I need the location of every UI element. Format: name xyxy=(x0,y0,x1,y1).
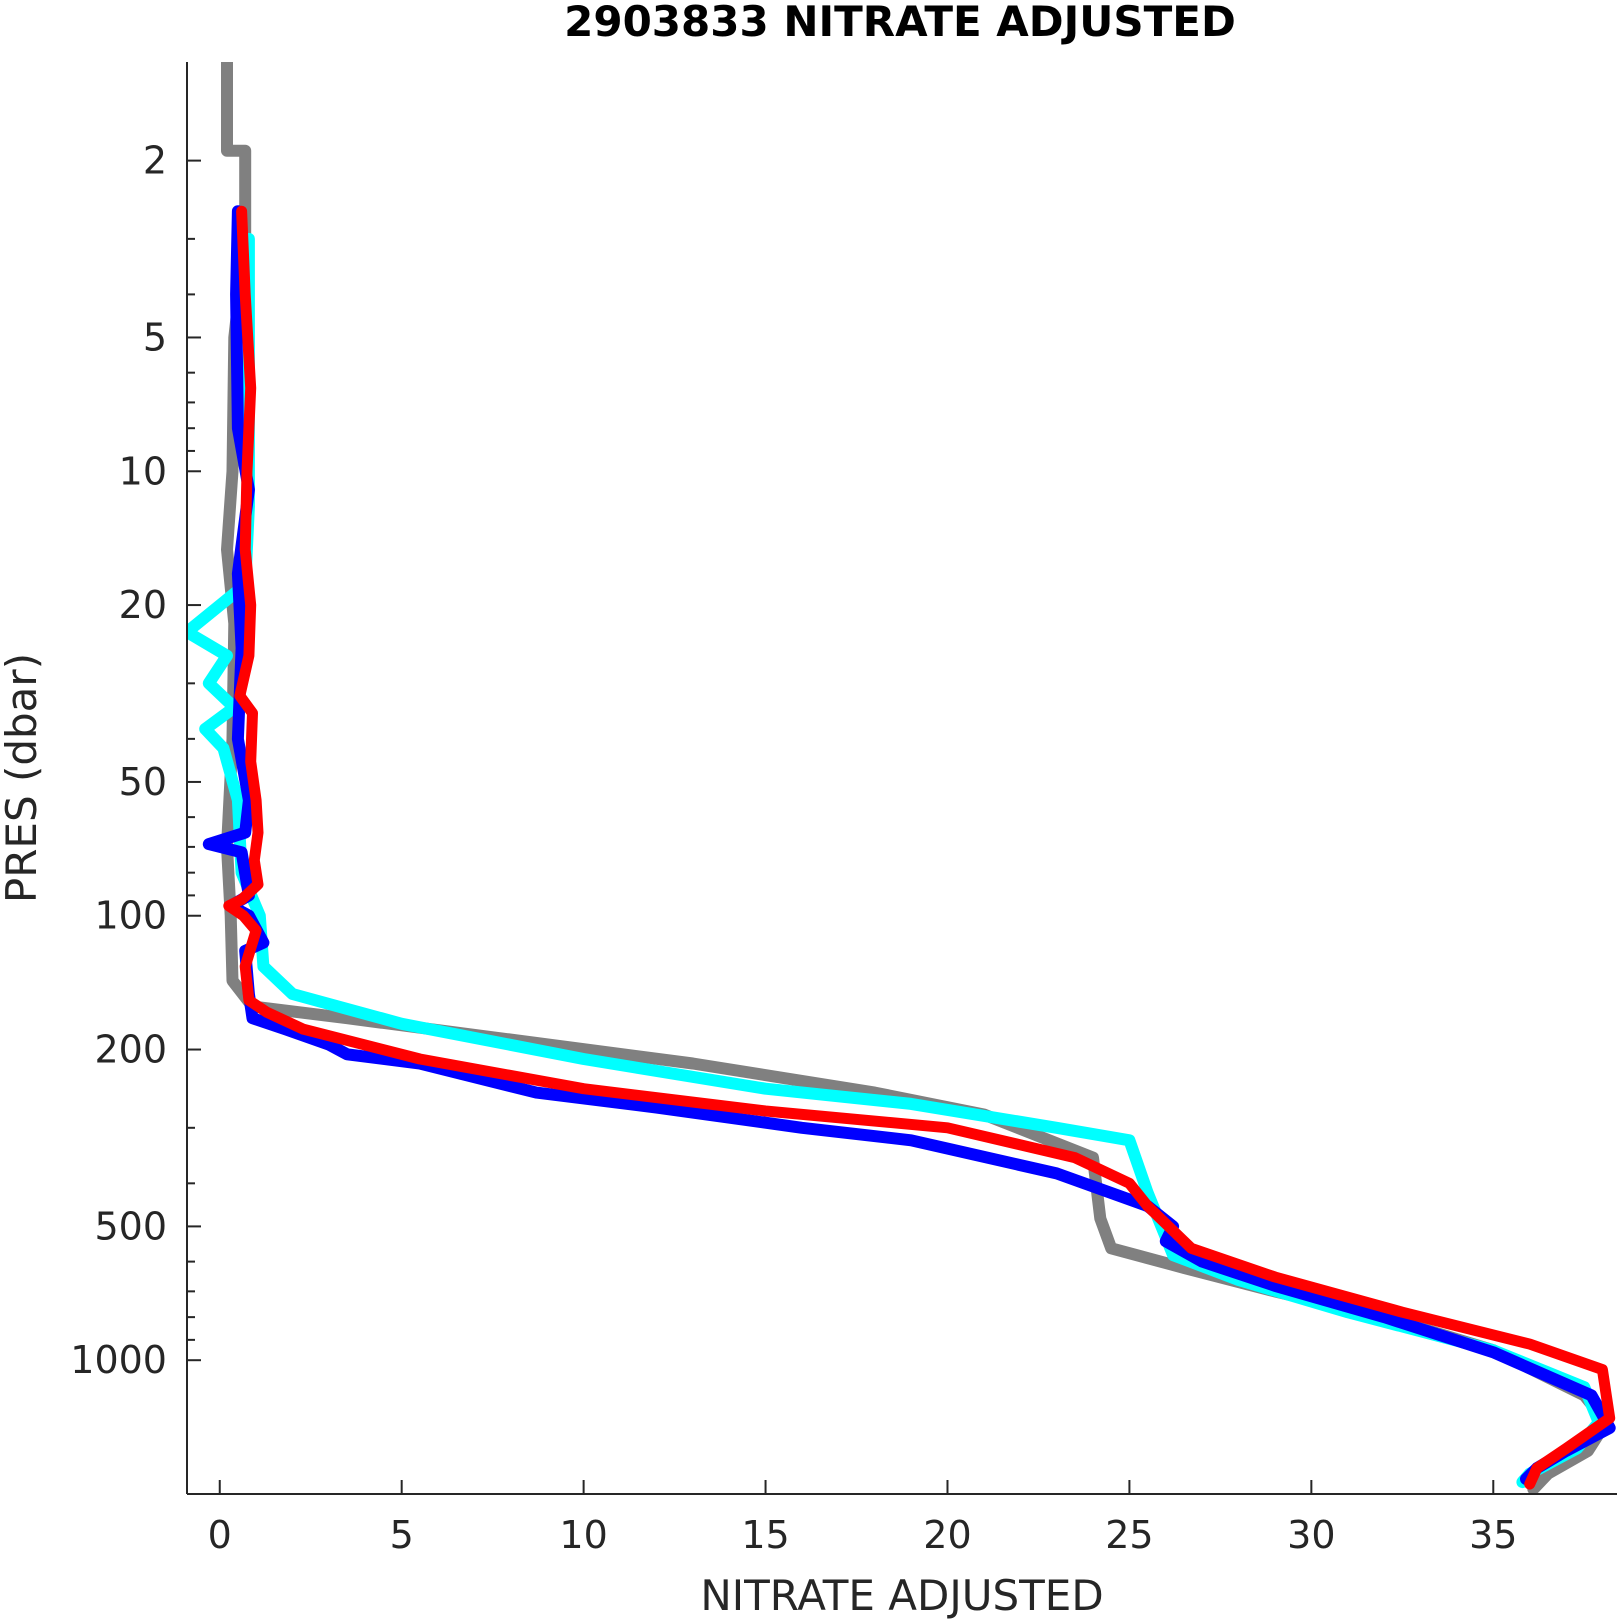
y-ticks: 2 5 10 20 50 100 200 500 1000 xyxy=(70,139,201,1495)
x-ticks: 0 5 10 15 20 25 30 35 xyxy=(208,1480,1517,1557)
x-tick-label: 30 xyxy=(1287,1513,1335,1557)
x-tick-label: 0 xyxy=(208,1513,232,1557)
y-tick-label: 2 xyxy=(143,139,167,183)
x-tick-label: 10 xyxy=(559,1513,607,1557)
x-tick-label: 25 xyxy=(1105,1513,1153,1557)
x-axis-label: NITRATE ADJUSTED xyxy=(700,1571,1103,1620)
x-tick-label: 5 xyxy=(390,1513,414,1557)
series-line-2 xyxy=(187,232,1605,1489)
y-tick-label: 50 xyxy=(119,760,167,804)
y-tick-label: 20 xyxy=(119,583,167,627)
y-tick-label: 200 xyxy=(94,1028,167,1072)
y-tick-label: 500 xyxy=(94,1204,167,1248)
y-tick-label: 5 xyxy=(143,315,167,359)
y-tick-label: 10 xyxy=(119,449,167,493)
series-line-4 xyxy=(223,205,1616,1490)
plot-area xyxy=(187,62,1616,1494)
chart-title: 2903833 NITRATE ADJUSTED xyxy=(564,0,1236,46)
x-tick-label: 35 xyxy=(1469,1513,1517,1557)
y-tick-label: 100 xyxy=(94,894,167,938)
y-tick-label: 1000 xyxy=(70,1338,167,1382)
series-line-1 xyxy=(221,62,1613,1494)
y-axis-label: PRES (dbar) xyxy=(0,653,46,903)
x-tick-label: 15 xyxy=(741,1513,789,1557)
x-tick-label: 20 xyxy=(923,1513,971,1557)
axes xyxy=(186,62,1617,1495)
series-line-3 xyxy=(202,205,1616,1485)
